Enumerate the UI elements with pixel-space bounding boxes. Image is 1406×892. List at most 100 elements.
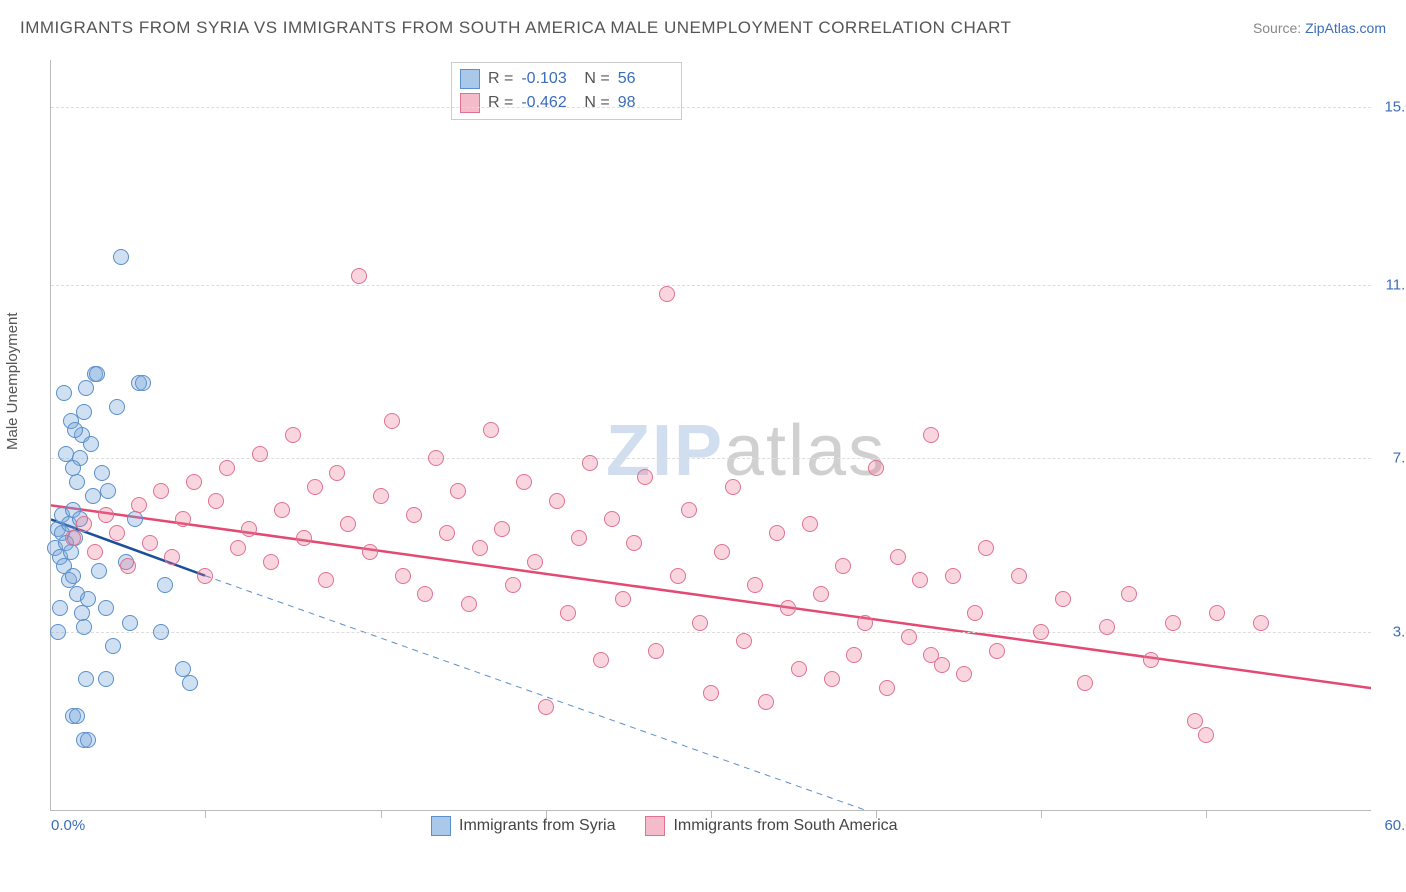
scatter-point xyxy=(923,427,939,443)
scatter-point xyxy=(439,525,455,541)
legend-item-syria: Immigrants from Syria xyxy=(431,816,615,836)
scatter-point xyxy=(89,366,105,382)
r-label: R = xyxy=(488,94,513,112)
scatter-point xyxy=(362,544,378,560)
x-tick-mark xyxy=(711,810,712,818)
scatter-point xyxy=(153,483,169,499)
scatter-point xyxy=(813,586,829,602)
plot-area: ZIPatlas R = -0.103 N = 56 R = -0.462 N … xyxy=(50,60,1371,811)
scatter-point xyxy=(105,638,121,654)
scatter-point xyxy=(912,572,928,588)
n-value-south-america: 98 xyxy=(618,94,673,112)
scatter-point xyxy=(109,525,125,541)
scatter-point xyxy=(1165,615,1181,631)
scatter-point xyxy=(175,511,191,527)
scatter-point xyxy=(1033,624,1049,640)
scatter-point xyxy=(50,624,66,640)
scatter-point xyxy=(98,600,114,616)
scatter-point xyxy=(230,540,246,556)
scatter-point xyxy=(157,577,173,593)
n-label: N = xyxy=(584,94,609,112)
scatter-point xyxy=(65,568,81,584)
scatter-point xyxy=(384,413,400,429)
scatter-point xyxy=(857,615,873,631)
scatter-point xyxy=(83,436,99,452)
scatter-point xyxy=(615,591,631,607)
bottom-legend: Immigrants from Syria Immigrants from So… xyxy=(431,816,898,836)
scatter-point xyxy=(725,479,741,495)
scatter-point xyxy=(648,643,664,659)
scatter-point xyxy=(122,615,138,631)
scatter-point xyxy=(76,404,92,420)
x-tick-mark xyxy=(205,810,206,818)
scatter-point xyxy=(56,385,72,401)
scatter-point xyxy=(87,544,103,560)
scatter-point xyxy=(758,694,774,710)
n-value-syria: 56 xyxy=(618,70,673,88)
scatter-point xyxy=(483,422,499,438)
legend-item-south-america: Immigrants from South America xyxy=(645,816,897,836)
scatter-point xyxy=(703,685,719,701)
scatter-point xyxy=(1209,605,1225,621)
scatter-point xyxy=(681,502,697,518)
y-tick-label: 15.0% xyxy=(1377,98,1406,115)
x-tick-mark xyxy=(1206,810,1207,818)
scatter-point xyxy=(835,558,851,574)
stats-row-south-america: R = -0.462 N = 98 xyxy=(460,91,673,115)
scatter-point xyxy=(659,286,675,302)
scatter-point xyxy=(274,502,290,518)
scatter-point xyxy=(1198,727,1214,743)
scatter-point xyxy=(494,521,510,537)
swatch-south-america xyxy=(460,93,480,113)
source-link[interactable]: ZipAtlas.com xyxy=(1305,20,1386,36)
scatter-point xyxy=(296,530,312,546)
scatter-point xyxy=(956,666,972,682)
scatter-point xyxy=(91,563,107,579)
scatter-point xyxy=(395,568,411,584)
scatter-point xyxy=(98,507,114,523)
scatter-point xyxy=(582,455,598,471)
watermark-atlas: atlas xyxy=(724,411,886,491)
scatter-point xyxy=(527,554,543,570)
legend-swatch-syria xyxy=(431,816,451,836)
scatter-point xyxy=(769,525,785,541)
correlation-stats-box: R = -0.103 N = 56 R = -0.462 N = 98 xyxy=(451,62,682,120)
scatter-point xyxy=(1055,591,1071,607)
scatter-point xyxy=(197,568,213,584)
scatter-point xyxy=(879,680,895,696)
scatter-point xyxy=(127,511,143,527)
scatter-point xyxy=(285,427,301,443)
scatter-point xyxy=(208,493,224,509)
scatter-point xyxy=(516,474,532,490)
scatter-point xyxy=(164,549,180,565)
scatter-point xyxy=(340,516,356,532)
scatter-point xyxy=(329,465,345,481)
scatter-point xyxy=(1121,586,1137,602)
scatter-point xyxy=(373,488,389,504)
scatter-point xyxy=(505,577,521,593)
scatter-point xyxy=(153,624,169,640)
scatter-point xyxy=(890,549,906,565)
x-tick-mark xyxy=(1041,810,1042,818)
scatter-point xyxy=(78,380,94,396)
scatter-point xyxy=(428,450,444,466)
scatter-point xyxy=(63,544,79,560)
r-value-syria: -0.103 xyxy=(521,70,576,88)
scatter-point xyxy=(186,474,202,490)
scatter-point xyxy=(219,460,235,476)
scatter-point xyxy=(85,488,101,504)
scatter-point xyxy=(967,605,983,621)
x-tick-mark xyxy=(546,810,547,818)
y-tick-label: 7.5% xyxy=(1377,450,1406,467)
legend-label-syria: Immigrants from Syria xyxy=(459,817,615,835)
scatter-point xyxy=(252,446,268,462)
x-axis-max-label: 60.0% xyxy=(1377,817,1406,834)
scatter-point xyxy=(318,572,334,588)
x-tick-mark xyxy=(876,810,877,818)
scatter-point xyxy=(94,465,110,481)
scatter-point xyxy=(626,535,642,551)
y-tick-label: 11.2% xyxy=(1377,277,1406,294)
scatter-point xyxy=(69,474,85,490)
r-label: R = xyxy=(488,70,513,88)
swatch-syria xyxy=(460,69,480,89)
